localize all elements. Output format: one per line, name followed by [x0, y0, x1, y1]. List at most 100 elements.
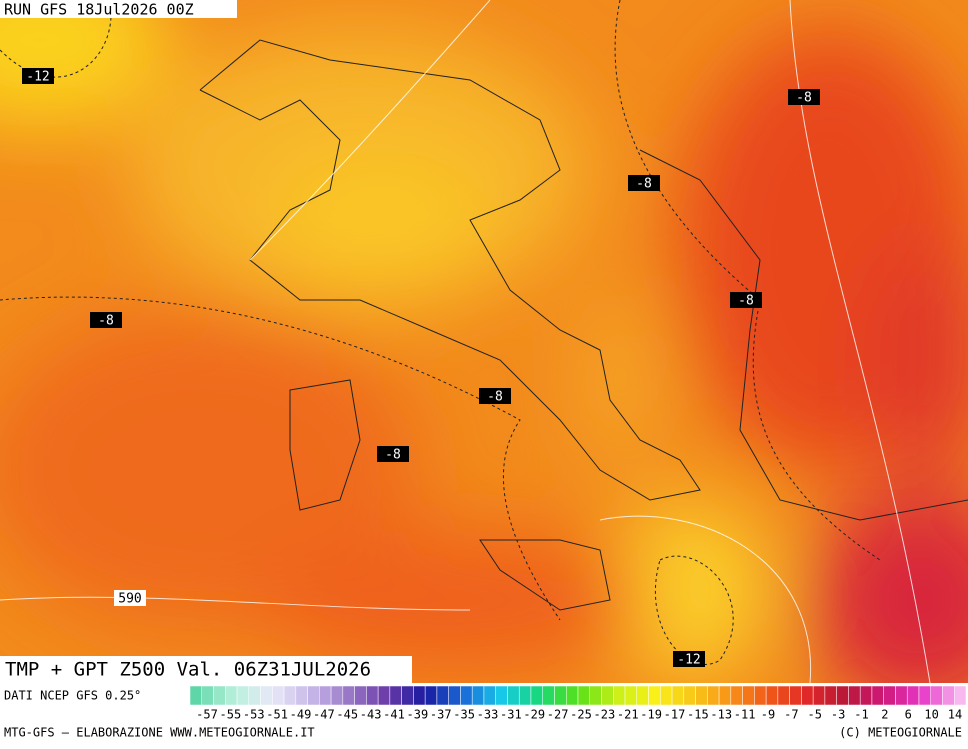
colorbar-swatch [495, 685, 508, 706]
colorbar-swatch [272, 685, 285, 706]
colorbar-swatch [871, 685, 884, 706]
colorbar-swatch [201, 685, 214, 706]
colorbar-swatch [648, 685, 661, 706]
map-field: -12 -8 -8 -8 -8 -8 -8 590 -12 [0, 0, 968, 683]
colorbar-swatch [953, 685, 967, 706]
colorbar-swatch [354, 685, 367, 706]
map-title: TMP + GPT Z500 Val. 06Z31JUL2026 [5, 659, 371, 681]
colorbar: -57 -55 -53 -51 -49 -47 -45 -43 -41 -39 -37 -35 -33-… [189, 685, 967, 722]
colorbar-swatch [718, 685, 732, 706]
colorbar-label: -3 [831, 708, 845, 722]
copyright-label: (C) METEOGIORNALE [839, 726, 962, 740]
title-box [0, 656, 412, 683]
colorbar-label: -31 [500, 708, 522, 722]
colorbar-swatch [366, 685, 379, 706]
colorbar-swatch [918, 685, 931, 706]
colorbar-label: -5 [808, 708, 822, 722]
colorbar-swatch [601, 685, 614, 706]
colorbar-label: -23 [594, 708, 616, 722]
colorbar-label: -45 [336, 708, 358, 722]
colorbar-label: 6 [905, 708, 912, 722]
colorbar-swatch [518, 685, 532, 706]
colorbar-swatch [436, 685, 449, 706]
colorbar-swatch [389, 685, 402, 706]
colorbar-swatch [507, 685, 520, 706]
colorbar-swatch [236, 685, 250, 706]
colorbar-swatch [683, 685, 696, 706]
colorbar-label: -7 [784, 708, 798, 722]
colorbar-swatch [624, 685, 638, 706]
contour-label: -8 [487, 390, 503, 405]
colorbar-swatch [448, 685, 461, 706]
colorbar-swatch [930, 685, 943, 706]
colorbar-swatch [765, 685, 779, 706]
colorbar-swatch [895, 685, 908, 706]
colorbar-swatch [330, 685, 344, 706]
colorbar-swatch [248, 685, 261, 706]
colorbar-swatch [483, 685, 496, 706]
colorbar-label: -13 [710, 708, 732, 722]
colorbar-swatch [424, 685, 438, 706]
contour-label-box [479, 388, 511, 404]
colorbar-swatch [742, 685, 755, 706]
colorbar-label: -51 [266, 708, 288, 722]
colorbar-swatch [577, 685, 591, 706]
colorbar-swatch [401, 685, 414, 706]
colorbar-swatch [189, 685, 203, 706]
colorbar-swatch [213, 685, 226, 706]
colorbar-label: 2 [881, 708, 888, 722]
colorbar-swatch [295, 685, 308, 706]
colorbar-swatch [859, 685, 873, 706]
colorbar-label: -41 [383, 708, 405, 722]
contour-label-box [730, 292, 762, 308]
colorbar-label: -49 [290, 708, 312, 722]
colorbar-swatch [707, 685, 720, 706]
contour-label: -8 [636, 177, 652, 192]
colorbar-label: -19 [640, 708, 662, 722]
contour-label: -12 [677, 653, 700, 668]
colorbar-label: -25 [570, 708, 592, 722]
header-box [0, 0, 237, 18]
colorbar-label: -9 [761, 708, 775, 722]
colorbar-swatch [613, 685, 626, 706]
colorbar-label: -21 [617, 708, 639, 722]
colorbar-swatch [554, 685, 567, 706]
colorbar-swatch [636, 685, 649, 706]
colorbar-swatch [530, 685, 543, 706]
contour-label-box [788, 89, 820, 105]
contour-label-box [90, 312, 122, 328]
colorbar-label: -33 [477, 708, 499, 722]
run-label: RUN GFS 18Jul2026 00Z [4, 1, 194, 19]
contour-label-box [628, 175, 660, 191]
colorbar-label: -47 [313, 708, 335, 722]
colorbar-label: -15 [687, 708, 709, 722]
colorbar-swatch [824, 685, 837, 706]
geopotential-contours [0, 0, 931, 683]
colorbar-label: -43 [360, 708, 382, 722]
colorbar-label: -37 [430, 708, 452, 722]
colorbar-label: 10 [924, 708, 938, 722]
colorbar-swatch [812, 685, 826, 706]
colorbar-swatch [695, 685, 708, 706]
colorbar-swatch [883, 685, 896, 706]
colorbar-label: -29 [523, 708, 545, 722]
colorbar-swatch [283, 685, 297, 706]
colorbar-swatch [565, 685, 579, 706]
contour-label-box [377, 446, 409, 462]
contour-label: -8 [796, 91, 812, 106]
colorbar-swatch [471, 685, 485, 706]
colorbar-label: -11 [734, 708, 756, 722]
colorbar-swatch [319, 685, 332, 706]
contour-label: -12 [26, 70, 49, 85]
coastlines [199, 39, 968, 611]
colorbar-label: -1 [854, 708, 868, 722]
colorbar-swatch [671, 685, 685, 706]
colorbar-swatch [589, 685, 602, 706]
colorbar-label: -53 [243, 708, 265, 722]
contour-label: -8 [98, 314, 114, 329]
colorbar-swatch [754, 685, 767, 706]
colorbar-label: -39 [407, 708, 429, 722]
colorbar-swatch [377, 685, 391, 706]
contour-label-box [673, 651, 705, 667]
